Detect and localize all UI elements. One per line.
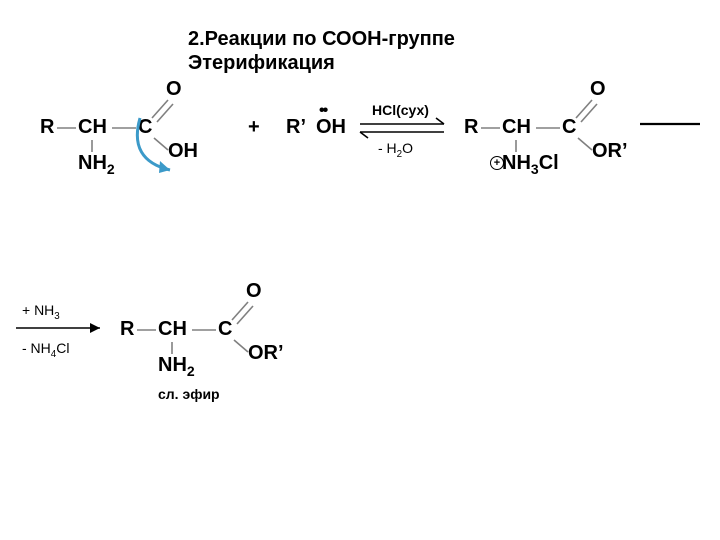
p1-O: O [590, 78, 606, 101]
p1-C: C [562, 116, 576, 139]
p1-ORp: OR’ [592, 140, 628, 163]
charge-plus-icon: + [490, 156, 504, 170]
r1-O: O [166, 78, 182, 101]
cond-top: HCl(сух) [372, 102, 429, 118]
p1-R: R [464, 116, 478, 139]
p2-NH2: NH2 [158, 354, 195, 379]
p1-NH3Cl: NH3Cl [502, 152, 559, 177]
r1-R: R [40, 116, 54, 139]
r1-CH: CH [78, 116, 107, 139]
step2-bottom: - NH4Cl [22, 340, 69, 360]
p2-ORp: OR’ [248, 342, 284, 365]
step2-top: + NH3 [22, 302, 60, 322]
p1-CH: CH [502, 116, 531, 139]
r1-C: C [138, 116, 152, 139]
cond-bottom: - H2O [378, 140, 413, 160]
r1-OH: OH [168, 140, 198, 163]
bonds-svg [0, 0, 720, 540]
plus-sign: + [248, 116, 260, 139]
r2-Rp: R’ [286, 116, 306, 139]
p2-R: R [120, 318, 134, 341]
p2-label: сл. эфир [158, 386, 220, 402]
lone-pair-dots: •• [319, 102, 326, 120]
r1-NH2: NH2 [78, 152, 115, 177]
p2-O: O [246, 280, 262, 303]
p2-C: C [218, 318, 232, 341]
p2-CH: CH [158, 318, 187, 341]
title-line1: 2.Реакции по СООН-группе [188, 28, 455, 51]
title-line2: Этерификация [188, 52, 335, 75]
